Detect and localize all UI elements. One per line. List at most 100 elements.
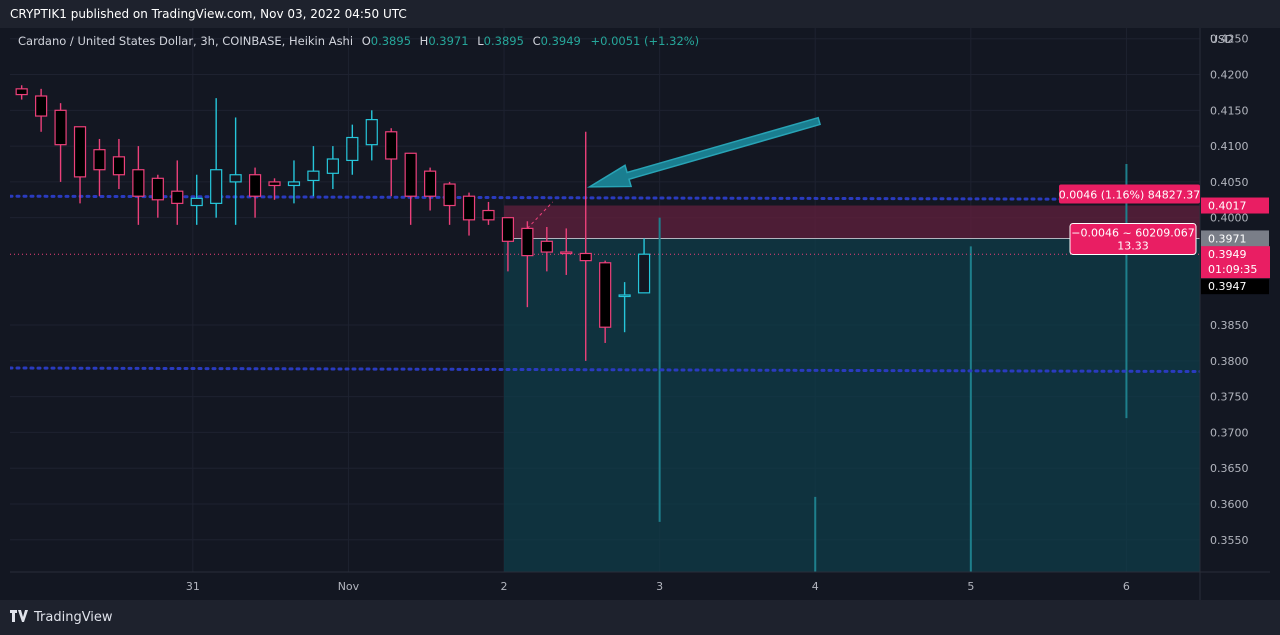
candles — [15, 85, 651, 361]
candle-body — [151, 177, 164, 201]
candle — [540, 226, 553, 272]
candle — [248, 167, 262, 218]
last-price-tag-bg — [1201, 246, 1280, 279]
candle-body — [579, 252, 592, 262]
low-price-tag: 0.3947 — [1208, 280, 1247, 293]
publish-bar: CRYPTIK1 published on TradingView.com, N… — [0, 0, 1280, 28]
legend-close-label: C — [532, 34, 541, 48]
footer-bar: TradingView — [0, 600, 1280, 635]
time-axis-label: 4 — [812, 580, 819, 593]
candle-body — [404, 152, 417, 197]
last-price-tag: 0.3949 — [1208, 248, 1247, 261]
price-axis-label: 0.3750 — [1210, 391, 1249, 404]
price-axis-label: 0.4050 — [1210, 176, 1249, 189]
legend-open-value: 0.3895 — [370, 34, 412, 48]
candle — [385, 128, 398, 197]
candle — [501, 217, 515, 272]
candle — [424, 167, 437, 211]
candle — [132, 146, 145, 225]
legend-open-label: O — [361, 34, 371, 48]
candle-body — [560, 251, 573, 255]
price-axis-label: 0.3650 — [1210, 462, 1249, 475]
stop-label: 0.0046 (1.16%) 84827.37 — [1059, 189, 1201, 202]
candle — [190, 174, 203, 225]
candle-body — [443, 183, 456, 207]
legend-high-value: 0.3971 — [428, 34, 469, 48]
candle — [15, 85, 28, 100]
price-axis-label: 0.4150 — [1210, 104, 1249, 117]
current-label-line1: −0.0046 ~ 60209.067 — [1071, 226, 1194, 239]
candle-body — [424, 170, 437, 197]
candle-body — [73, 126, 87, 178]
chart-legend: Cardano / United States Dollar, 3h, COIN… — [18, 34, 699, 48]
candle-body — [15, 88, 28, 96]
candle-body — [521, 227, 534, 257]
candle-body — [171, 190, 184, 204]
candle — [287, 160, 301, 204]
price-chart[interactable]: USD0.42500.42000.41500.41000.40500.40000… — [10, 28, 1280, 600]
candle-body — [637, 253, 651, 294]
annotation-arrow — [586, 116, 822, 188]
stop-price-tag: 0.4017 — [1208, 200, 1247, 213]
candle — [112, 138, 126, 190]
low-price-tag-bg — [1201, 279, 1269, 295]
stop-label-box: 0.0046 (1.16%) 84827.37 — [1059, 184, 1201, 204]
legend-change: +0.0051 (+1.32%) — [590, 34, 700, 48]
candle — [599, 260, 612, 343]
current-label-bg — [1069, 222, 1197, 255]
price-axis-label: 0.3850 — [1210, 319, 1249, 332]
candle — [73, 126, 87, 204]
candle-body — [501, 217, 515, 242]
entry-price-tag: 0.3971 — [1208, 232, 1247, 245]
candle-body — [307, 170, 320, 182]
candle-body — [365, 119, 378, 146]
time-axis-label: 3 — [656, 580, 663, 593]
candle-body — [540, 240, 553, 253]
candle — [462, 192, 476, 236]
candle — [482, 201, 495, 225]
time-axis: 31 Nov 2 3 4 5 6 — [186, 580, 1130, 593]
tradingview-brand[interactable]: TradingView — [10, 610, 113, 625]
legend-low-label: L — [477, 34, 484, 48]
price-axis-label: 0.4000 — [1210, 212, 1249, 225]
price-axis: USD0.42500.42000.41500.41000.40500.40000… — [1210, 33, 1249, 547]
candle-body — [599, 262, 612, 328]
candle-body — [346, 136, 359, 162]
candle — [229, 117, 242, 225]
candle-body — [54, 109, 67, 146]
candle — [346, 124, 359, 175]
candle — [35, 88, 48, 132]
countdown-tag: 01:09:35 — [1208, 263, 1257, 276]
price-axis-label: 0.4100 — [1210, 140, 1249, 153]
target-zone — [504, 238, 1200, 572]
candle — [93, 138, 106, 197]
tradingview-brand-label: TradingView — [34, 610, 113, 625]
candle-body — [268, 181, 281, 187]
current-label-line2: 13.33 — [1117, 239, 1149, 252]
legend-symbol: Cardano / United States Dollar, 3h, COIN… — [18, 34, 354, 48]
candle — [579, 131, 592, 361]
candle — [618, 282, 631, 333]
price-axis-currency: USD — [1210, 33, 1234, 46]
candle-body — [462, 195, 476, 221]
price-axis-label: 0.3550 — [1210, 534, 1249, 547]
candle — [443, 181, 456, 225]
time-axis-label: 5 — [967, 580, 974, 593]
candle — [365, 110, 378, 161]
candle-body — [248, 174, 262, 197]
chart-frame[interactable]: USD 0.4250 0.4200 0.4150 0.4100 0.4050 0.4000 0… — [10, 28, 1280, 600]
candle-body — [190, 197, 203, 207]
time-axis-label: 31 — [186, 580, 200, 593]
time-axis-label: 2 — [501, 580, 508, 593]
time-axis-label: 6 — [1123, 580, 1130, 593]
price-axis-label: 0.4200 — [1210, 69, 1249, 82]
legend-high-label: H — [419, 34, 429, 48]
candle-body — [93, 149, 106, 171]
price-axis-label: 0.3800 — [1210, 355, 1249, 368]
candle — [171, 160, 184, 225]
legend-close-value: 0.3949 — [540, 34, 581, 48]
time-axis-label: Nov — [338, 580, 360, 593]
price-axis-label: 0.3600 — [1210, 498, 1249, 511]
candle-body — [618, 294, 631, 298]
